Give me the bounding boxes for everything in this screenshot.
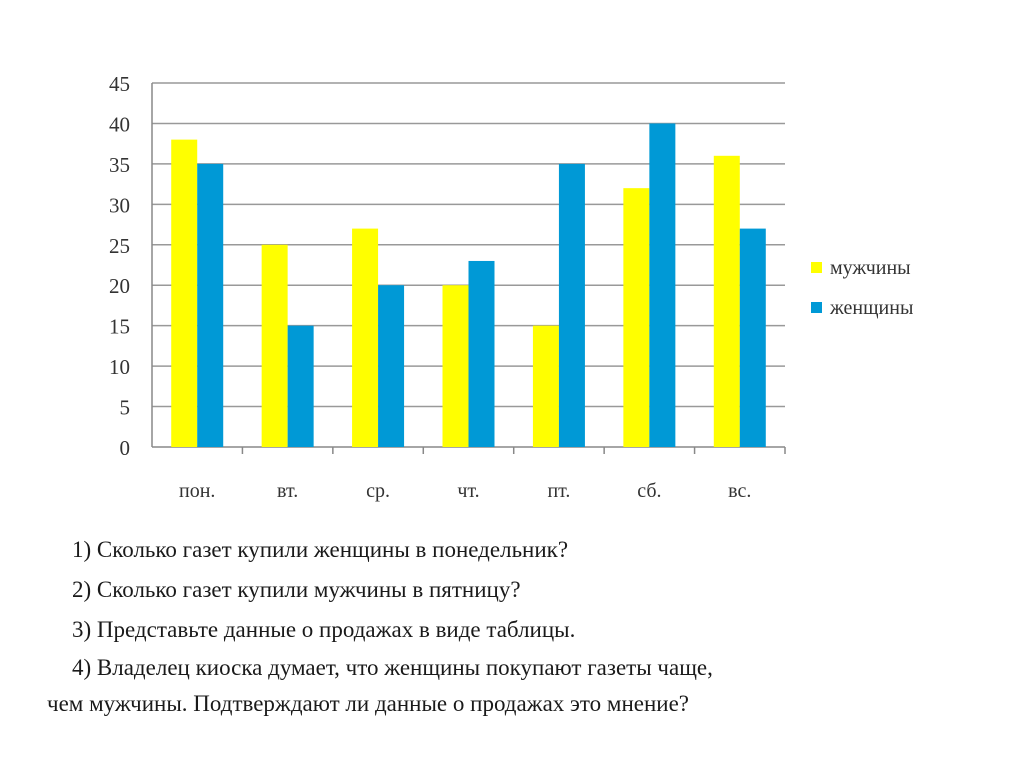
y-tick-label: 10 [109, 355, 130, 379]
x-tick-label: сб. [637, 480, 661, 502]
bar-women [739, 228, 766, 447]
x-tick-label: чт. [457, 480, 479, 502]
legend-swatch-women [811, 302, 822, 313]
bar-men [442, 285, 469, 447]
y-tick-label: 40 [109, 112, 130, 136]
bar-women [287, 325, 314, 447]
question-2: 2) Сколько газет купили мужчины в пятниц… [72, 577, 521, 602]
x-tick-label: вт. [277, 480, 298, 502]
bar-men [352, 228, 379, 447]
y-tick-label: 45 [109, 72, 130, 96]
legend-swatch-men [811, 262, 822, 273]
bar-women [558, 163, 585, 447]
bar-men [532, 325, 559, 447]
y-tick-label: 5 [120, 396, 131, 420]
x-tick-label: вс. [728, 480, 751, 502]
y-tick-label: 15 [109, 315, 130, 339]
y-tick-label: 20 [109, 274, 130, 298]
x-tick-label: пт. [547, 480, 570, 502]
bar-men [261, 244, 288, 447]
bar-men [713, 155, 740, 448]
question-3: 3) Представьте данные о продажах в виде … [72, 617, 576, 642]
legend-label-men: мужчины [830, 257, 911, 279]
question-4: 4) Владелец киоска думает, что женщины п… [72, 655, 713, 680]
y-tick-label: 35 [109, 153, 130, 177]
bar-men [623, 188, 650, 447]
x-tick-label: пон. [179, 480, 215, 502]
y-tick-label: 25 [109, 234, 130, 258]
y-tick-label: 30 [109, 193, 130, 217]
x-tick-label: ср. [366, 480, 390, 502]
y-tick-label: 0 [120, 436, 131, 460]
bar-men [171, 139, 198, 447]
bar-women [649, 123, 676, 447]
bar-women [197, 163, 224, 447]
question-1: 1) Сколько газет купили женщины в понеде… [72, 537, 569, 562]
bar-women [468, 260, 495, 447]
bar-women [378, 285, 405, 447]
question-4-continued: чем мужчины. Подтверждают ли данные о пр… [47, 691, 690, 716]
legend-label-women: женщины [829, 297, 913, 319]
